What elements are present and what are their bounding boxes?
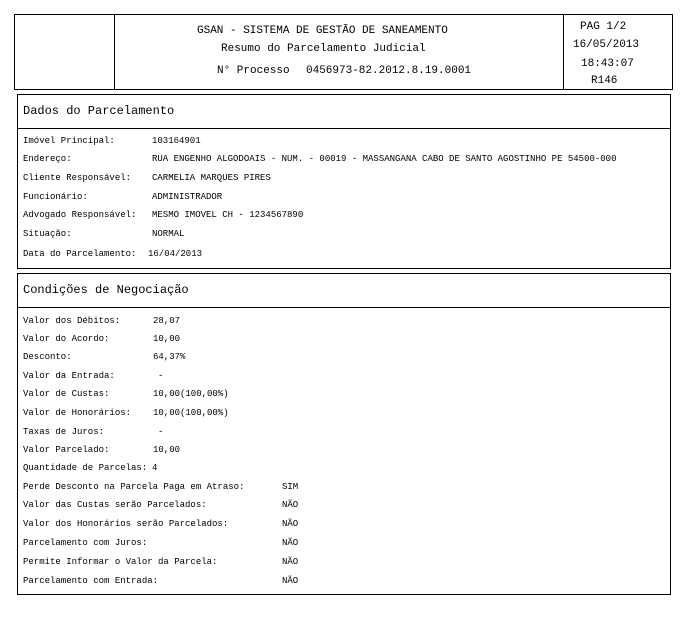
- condicoes-flag-value: NÃO: [282, 519, 299, 529]
- report-header: GSAN - SISTEMA DE GESTÃO DE SANEAMENTO R…: [14, 14, 673, 90]
- condicoes-flag-value: NÃO: [282, 557, 299, 567]
- condicoes-row-label: Valor dos Débitos:: [23, 316, 121, 326]
- meta-cell: [563, 14, 673, 90]
- condicoes-row-value: 10,00: [153, 445, 181, 455]
- condicoes-flag-label: Parcelamento com Juros:: [23, 538, 148, 548]
- condicoes-row-label: Valor do Acordo:: [23, 334, 110, 344]
- processo-label: N° Processo: [217, 65, 290, 77]
- condicoes-flag-value: NÃO: [282, 538, 299, 548]
- dados-row-value: ADMINISTRADOR: [152, 192, 223, 202]
- dados-row-label: Imóvel Principal:: [23, 136, 115, 146]
- condicoes-row-value: 64,37%: [153, 352, 186, 362]
- condicoes-flag-label: Parcelamento com Entrada:: [23, 576, 159, 586]
- dados-row-value: 16/04/2013: [148, 249, 203, 259]
- logo-cell: [14, 14, 115, 90]
- condicoes-row-value: 10,00(100,00%): [153, 408, 229, 418]
- dados-row-value: NORMAL: [152, 229, 185, 239]
- condicoes-row-value: 10,00: [153, 334, 181, 344]
- system-name: GSAN - SISTEMA DE GESTÃO DE SANEAMENTO: [197, 25, 448, 37]
- condicoes-row-label: Valor de Honorários:: [23, 408, 132, 418]
- condicoes-row-value: 28,07: [153, 316, 181, 326]
- dados-row-value: MESMO IMOVEL CH - 1234567890: [152, 210, 304, 220]
- condicoes-flag-value: NÃO: [282, 500, 299, 510]
- dados-row-label: Data do Parcelamento:: [23, 249, 137, 259]
- dados-row-value: RUA ENGENHO ALGODOAIS - NUM. - 00019 - M…: [152, 154, 617, 164]
- condicoes-flag-value: NÃO: [282, 576, 299, 586]
- condicoes-flag-label: Permite Informar o Valor da Parcela:: [23, 557, 218, 567]
- condicoes-row-value: 4: [152, 463, 158, 473]
- condicoes-row-value: -: [158, 427, 164, 437]
- condicoes-flag-label: Perde Desconto na Parcela Paga em Atraso…: [23, 482, 245, 492]
- processo-value: 0456973-82.2012.8.19.0001: [306, 65, 472, 77]
- condicoes-flag-label: Valor das Custas serão Parcelados:: [23, 500, 207, 510]
- condicoes-row-value: -: [158, 371, 164, 381]
- condicoes-title: Condições de Negociação: [18, 274, 670, 308]
- report-date: 16/05/2013: [573, 39, 640, 51]
- condicoes-row-label: Valor da Entrada:: [23, 371, 115, 381]
- dados-row-label: Endereço:: [23, 154, 72, 164]
- dados-row-value: 103164901: [152, 136, 201, 146]
- dados-title: Dados do Parcelamento: [18, 95, 670, 129]
- report-code: R146: [591, 75, 618, 87]
- report-time: 18:43:07: [581, 58, 634, 70]
- condicoes-row-value: 10,00(100,00%): [153, 389, 229, 399]
- condicoes-row-label: Valor Parcelado:: [23, 445, 110, 455]
- dados-section: Dados do Parcelamento Imóvel Principal: 1…: [17, 94, 671, 269]
- dados-row-label: Advogado Responsável:: [23, 210, 137, 220]
- dados-row-label: Funcionário:: [23, 192, 88, 202]
- condicoes-section: Condições de Negociação Valor dos Débito…: [17, 273, 671, 595]
- report-title: Resumo do Parcelamento Judicial: [221, 43, 426, 55]
- condicoes-row-label: Valor de Custas:: [23, 389, 110, 399]
- condicoes-flag-label: Valor dos Honorários serão Parcelados:: [23, 519, 229, 529]
- dados-row-label: Situação:: [23, 229, 72, 239]
- dados-row-value: CARMELIA MARQUES PIRES: [152, 173, 271, 183]
- page-number: PAG 1/2: [580, 21, 627, 33]
- condicoes-row-label: Quantidade de Parcelas:: [23, 463, 148, 473]
- dados-row-label: Cliente Responsável:: [23, 173, 132, 183]
- condicoes-flag-value: SIM: [282, 482, 299, 492]
- condicoes-row-label: Taxas de Juros:: [23, 427, 105, 437]
- condicoes-row-label: Desconto:: [23, 352, 72, 362]
